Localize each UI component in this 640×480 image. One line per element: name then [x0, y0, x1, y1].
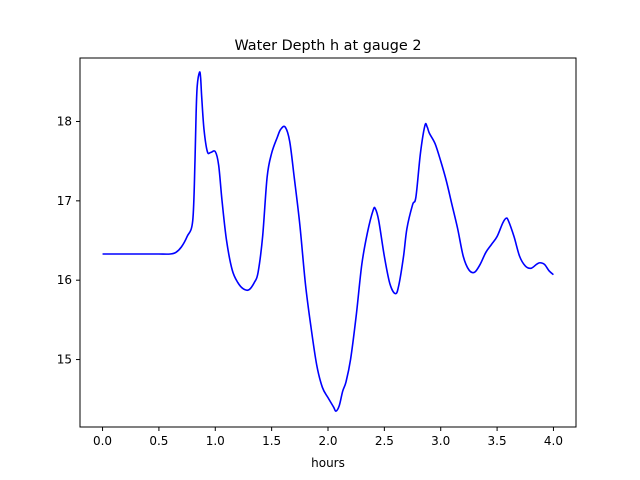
x-axis: 0.0 0.5 1.0 1.5 2.0 2.5 3.0 3.5 4.0 — [93, 427, 563, 448]
x-tick-label: 1.5 — [262, 434, 281, 448]
x-tick-label: 3.5 — [488, 434, 507, 448]
x-axis-label: hours — [311, 456, 345, 470]
x-tick-label: 0.0 — [93, 434, 112, 448]
chart-title: Water Depth h at gauge 2 — [234, 38, 421, 54]
x-tick-label: 2.0 — [318, 434, 337, 448]
y-tick-label: 15 — [57, 353, 72, 367]
y-tick-label: 18 — [57, 114, 72, 128]
series-line — [102, 71, 554, 412]
x-tick-label: 4.0 — [544, 434, 563, 448]
y-tick-label: 16 — [57, 273, 72, 287]
y-axis: 15 16 17 18 — [57, 114, 80, 367]
x-tick-label: 2.5 — [375, 434, 394, 448]
x-tick-label: 0.5 — [149, 434, 168, 448]
x-tick-label: 1.0 — [206, 434, 225, 448]
x-tick-label: 3.0 — [431, 434, 450, 448]
y-tick-label: 17 — [57, 194, 72, 208]
